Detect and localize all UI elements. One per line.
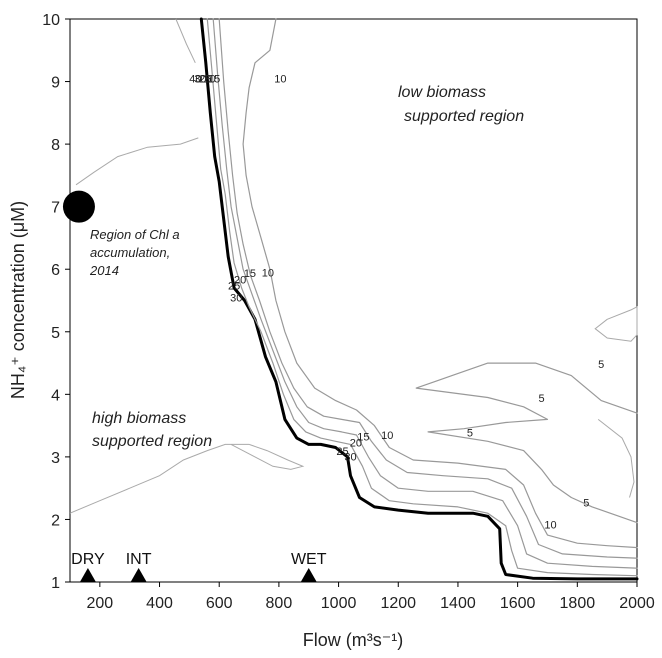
- y-axis-title: NH₄⁺ concentration (μM): [8, 201, 28, 399]
- chl-annotation-line-2: accumulation,: [90, 245, 170, 260]
- x-tick-label-1000: 1000: [321, 595, 357, 612]
- contour-line-10: [242, 18, 638, 549]
- contour-label-10: 10: [262, 268, 274, 280]
- contour-label-18: 5: [467, 428, 473, 440]
- y-tick-label-4: 4: [51, 387, 60, 404]
- condition-label-dry: DRY: [71, 551, 105, 568]
- contour-line-30: [199, 17, 639, 581]
- y-tick-label-7: 7: [51, 200, 60, 217]
- x-tick-label-2000: 2000: [619, 595, 655, 612]
- y-tick-label-10: 10: [42, 12, 60, 29]
- low-biomass-line-2: supported region: [404, 108, 524, 125]
- background-contour-3: [175, 18, 196, 64]
- condition-label-int: INT: [126, 551, 152, 568]
- contour-line-15: [218, 18, 638, 559]
- contour-label-17: 5: [538, 393, 544, 405]
- background-contour-5: [597, 419, 635, 498]
- y-tick-label-2: 2: [51, 512, 60, 529]
- contour-label-2: 25: [199, 74, 211, 86]
- chl-annotation-line-3: 2014: [89, 263, 119, 278]
- contour-label-12: 30: [344, 451, 356, 463]
- contour-line-25: [206, 18, 638, 577]
- contour-label-5: 10: [274, 74, 286, 86]
- y-tick-label-1: 1: [51, 575, 60, 592]
- contour-label-11: 25: [336, 446, 348, 458]
- background-contour-4: [594, 305, 638, 342]
- contour-label-16: 5: [598, 359, 604, 371]
- contour-line-20: [212, 18, 638, 569]
- contour-line-5: [415, 362, 638, 524]
- high-biomass-line-1: high biomass: [92, 410, 186, 427]
- contour-label-20: 10: [544, 520, 556, 532]
- contour-label-9: 15: [244, 268, 256, 280]
- contour-label-7: 30: [230, 293, 242, 305]
- contour-label-8: 20: [234, 274, 246, 286]
- y-tick-label-3: 3: [51, 450, 60, 467]
- contour-label-15: 10: [381, 430, 393, 442]
- contour-lines: [199, 17, 639, 581]
- x-tick-label-1800: 1800: [560, 595, 596, 612]
- high-biomass-line-2: supported region: [92, 433, 212, 450]
- background-contour-2: [230, 443, 305, 470]
- contour-label-0: 40: [189, 74, 201, 86]
- region-annotation-low: low biomass supported region: [398, 84, 524, 125]
- condition-marker-dry: [79, 568, 96, 582]
- plot-frame: [69, 18, 638, 583]
- x-tick-label-1200: 1200: [380, 595, 416, 612]
- y-tick-label-6: 6: [51, 262, 60, 279]
- region-annotation-chl: Region of Chl a accumulation, 2014: [89, 227, 180, 278]
- x-tick-label-400: 400: [146, 595, 173, 612]
- x-axis-ticks: 200 400 600 800 1000 1200 1400 1600 1800 2000: [86, 582, 655, 612]
- x-axis-title: Flow (m³s⁻¹): [303, 630, 403, 650]
- contour-label-4: 15: [208, 74, 220, 86]
- x-tick-label-800: 800: [266, 595, 293, 612]
- flow-conditions: DRY INT WET: [71, 551, 327, 582]
- contour-label-19: 5: [583, 498, 589, 510]
- region-annotation-high: high biomass supported region: [92, 410, 212, 450]
- condition-label-wet: WET: [291, 551, 327, 568]
- chl-accumulation-marker: [62, 190, 95, 223]
- y-axis-ticks: 1 2 3 4 5 6 7 8 9 10: [42, 12, 70, 592]
- x-tick-label-200: 200: [86, 595, 113, 612]
- contour-label-6: 25: [228, 281, 240, 293]
- y-tick-label-9: 9: [51, 75, 60, 92]
- x-tick-label-600: 600: [206, 595, 233, 612]
- x-tick-label-1600: 1600: [500, 595, 536, 612]
- contour-label-1: 30: [194, 74, 206, 86]
- contour-label-13: 20: [350, 438, 362, 450]
- x-tick-label-1400: 1400: [440, 595, 476, 612]
- y-tick-label-8: 8: [51, 137, 60, 154]
- plot-area: [69, 18, 638, 583]
- condition-marker-wet: [300, 568, 317, 582]
- background-contour-0: [75, 137, 199, 186]
- y-tick-label-5: 5: [51, 325, 60, 342]
- background-contours: [69, 18, 638, 514]
- background-contour-1: [69, 443, 250, 514]
- contour-label-3: 20: [204, 74, 216, 86]
- condition-marker-int: [130, 568, 147, 582]
- contour-label-14: 15: [357, 431, 369, 443]
- chl-annotation-line-1: Region of Chl a: [90, 227, 180, 242]
- low-biomass-line-1: low biomass: [398, 84, 486, 101]
